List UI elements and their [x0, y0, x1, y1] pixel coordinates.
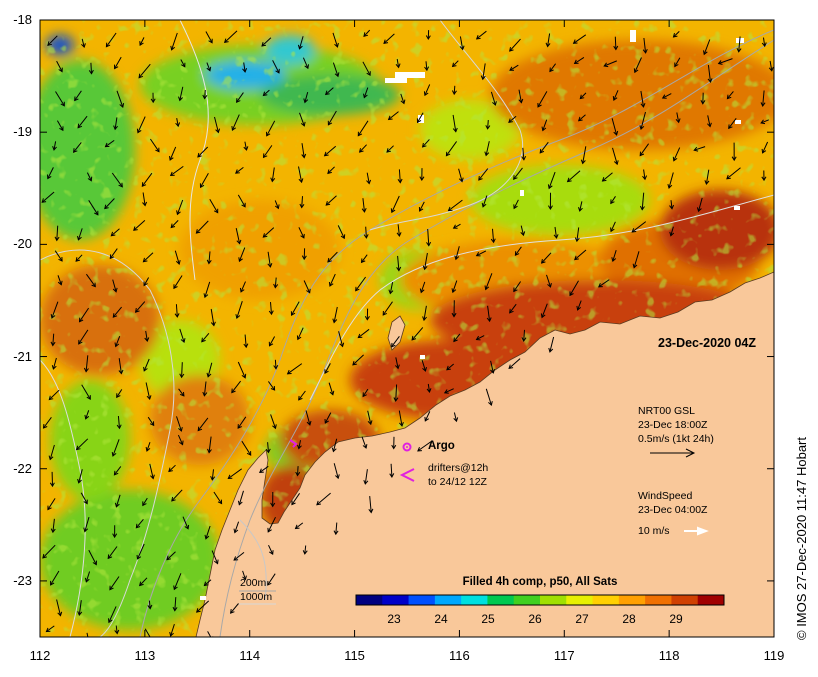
colorbar-swatch	[435, 595, 462, 605]
colorbar-tick-label: 24	[426, 612, 456, 626]
lat-tick-label: -21	[0, 349, 32, 364]
drifters-label-2: to 24/12 12Z	[428, 475, 487, 489]
colorbar-swatch	[619, 595, 646, 605]
drifters-label-1: drifters@12h	[428, 461, 488, 475]
colorbar-swatch	[409, 595, 436, 605]
colorbar-tick-label: 29	[661, 612, 691, 626]
wind-label-1: WindSpeed	[638, 489, 692, 503]
lon-tick-label: 118	[649, 648, 689, 663]
colorbar-title: Filled 4h comp, p50, All Sats	[356, 576, 724, 588]
sst-field	[25, 20, 790, 643]
colorbar-swatch	[593, 595, 620, 605]
lon-tick-label: 119	[754, 648, 794, 663]
colorbar-swatch	[540, 595, 567, 605]
credit-text: © IMOS 27-Dec-2020 11:47 Hobart	[794, 437, 809, 640]
lat-tick-label: -22	[0, 461, 32, 476]
colorbar-swatch	[698, 595, 725, 605]
colorbar-swatch	[461, 595, 488, 605]
lon-tick-label: 114	[230, 648, 270, 663]
depth-200-label: 200m	[240, 576, 266, 590]
nrt-label-2: 23-Dec 18:00Z	[638, 418, 707, 432]
lon-tick-label: 117	[544, 648, 584, 663]
colorbar	[356, 595, 725, 605]
nrt-label-3: 0.5m/s (1kt 24h)	[638, 432, 714, 446]
lon-tick-label: 113	[125, 648, 165, 663]
current-arrow-head	[150, 639, 154, 643]
colorbar-swatch	[382, 595, 409, 605]
current-arrow-head	[86, 639, 90, 643]
wind-label-3: 10 m/s	[638, 524, 670, 538]
lon-tick-label: 116	[439, 648, 479, 663]
colorbar-tick-label: 27	[567, 612, 597, 626]
argo-label: Argo	[428, 440, 455, 452]
date-label: 23-Dec-2020 04Z	[658, 336, 756, 350]
lon-tick-label: 115	[335, 648, 375, 663]
lat-tick-label: -23	[0, 573, 32, 588]
colorbar-tick-label: 26	[520, 612, 550, 626]
lat-tick-label: -18	[0, 12, 32, 27]
colorbar-swatch	[566, 595, 593, 605]
lon-tick-label: 112	[20, 648, 60, 663]
colorbar-swatch	[645, 595, 672, 605]
current-arrow	[182, 362, 183, 377]
colorbar-tick-label: 25	[473, 612, 503, 626]
current-arrow	[91, 63, 92, 74]
lat-tick-label: -20	[0, 236, 32, 251]
lat-tick-label: -19	[0, 124, 32, 139]
colorbar-swatch	[514, 595, 541, 605]
current-arrow	[615, 37, 616, 50]
colorbar-swatch	[671, 595, 698, 605]
wind-label-2: 23-Dec 04:00Z	[638, 503, 707, 517]
nrt-label-1: NRT00 GSL	[638, 404, 695, 418]
colorbar-tick-label: 23	[379, 612, 409, 626]
colorbar-swatch	[356, 595, 383, 605]
colorbar-tick-label: 28	[614, 612, 644, 626]
colorbar-swatch	[487, 595, 514, 605]
depth-1000-label: 1000m	[240, 590, 272, 604]
